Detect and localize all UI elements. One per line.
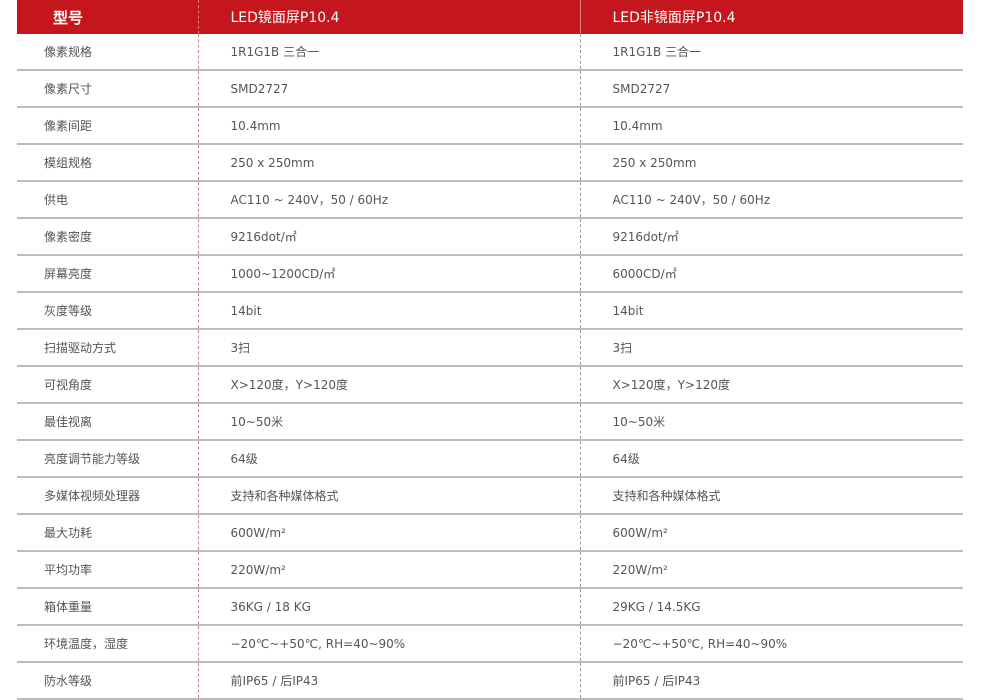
table-row: 像素尺寸 SMD2727 SMD2727 bbox=[17, 70, 963, 108]
non-mirror-value: 250 x 250mm bbox=[579, 144, 963, 182]
non-mirror-value: 600W/m² bbox=[579, 514, 963, 552]
spec-label: 环境温度，湿度 bbox=[17, 625, 198, 663]
non-mirror-value: 支持和各种媒体格式 bbox=[579, 477, 963, 515]
table-row: 亮度调节能力等级 64级 64级 bbox=[17, 440, 963, 478]
non-mirror-value: X>120度，Y>120度 bbox=[579, 366, 963, 404]
mirror-value: 9216dot/㎡ bbox=[197, 218, 580, 256]
mirror-value: AC110 ~ 240V，50 / 60Hz bbox=[197, 181, 580, 219]
spec-label: 灰度等级 bbox=[17, 292, 198, 330]
non-mirror-value: 1R1G1B 三合一 bbox=[579, 34, 963, 71]
spec-table: 型号 LED镜面屏P10.4 LED非镜面屏P10.4 像素规格 1R1G1B 三… bbox=[17, 0, 963, 700]
spec-label: 最佳视离 bbox=[17, 403, 198, 441]
table-row: 供电 AC110 ~ 240V，50 / 60Hz AC110 ~ 240V，50 … bbox=[17, 181, 963, 219]
header-model: 型号 bbox=[17, 0, 198, 34]
table-row: 像素规格 1R1G1B 三合一 1R1G1B 三合一 bbox=[17, 34, 963, 71]
table-header-row: 型号 LED镜面屏P10.4 LED非镜面屏P10.4 bbox=[17, 0, 963, 34]
spec-label: 最大功耗 bbox=[17, 514, 198, 552]
table-row: 最佳视离 10~50米 10~50米 bbox=[17, 403, 963, 441]
table-row: 屏幕亮度 1000~1200CD/㎡ 6000CD/㎡ bbox=[17, 255, 963, 293]
mirror-value: 10.4mm bbox=[197, 107, 580, 145]
spec-label: 像素间距 bbox=[17, 107, 198, 145]
non-mirror-value: 220W/m² bbox=[579, 551, 963, 589]
spec-label: 供电 bbox=[17, 181, 198, 219]
table-row: 最大功耗 600W/m² 600W/m² bbox=[17, 514, 963, 552]
non-mirror-value: 10.4mm bbox=[579, 107, 963, 145]
table-row: 像素密度 9216dot/㎡ 9216dot/㎡ bbox=[17, 218, 963, 256]
non-mirror-value: 3扫 bbox=[579, 329, 963, 367]
mirror-value: 220W/m² bbox=[197, 551, 580, 589]
non-mirror-value: 9216dot/㎡ bbox=[579, 218, 963, 256]
table-row: 扫描驱动方式 3扫 3扫 bbox=[17, 329, 963, 367]
non-mirror-value: 29KG / 14.5KG bbox=[579, 588, 963, 626]
table-row: 环境温度，湿度 −20℃~+50℃, RH=40~90% −20℃~+50℃, RH… bbox=[17, 625, 963, 663]
non-mirror-value: 14bit bbox=[579, 292, 963, 330]
non-mirror-value: SMD2727 bbox=[579, 70, 963, 108]
mirror-value: 1000~1200CD/㎡ bbox=[197, 255, 580, 293]
spec-label: 平均功率 bbox=[17, 551, 198, 589]
table-row: 多媒体视频处理器 支持和各种媒体格式 支持和各种媒体格式 bbox=[17, 477, 963, 515]
non-mirror-value: −20℃~+50℃, RH=40~90% bbox=[579, 625, 963, 663]
spec-label: 屏幕亮度 bbox=[17, 255, 198, 293]
table-row: 可视角度 X>120度，Y>120度 X>120度，Y>120度 bbox=[17, 366, 963, 404]
non-mirror-value: 10~50米 bbox=[579, 403, 963, 441]
header-mirror-screen: LED镜面屏P10.4 bbox=[197, 0, 580, 34]
table-row: 模组规格 250 x 250mm 250 x 250mm bbox=[17, 144, 963, 182]
mirror-value: 250 x 250mm bbox=[197, 144, 580, 182]
spec-label: 模组规格 bbox=[17, 144, 198, 182]
non-mirror-value: AC110 ~ 240V，50 / 60Hz bbox=[579, 181, 963, 219]
mirror-value: 14bit bbox=[197, 292, 580, 330]
mirror-value: X>120度，Y>120度 bbox=[197, 366, 580, 404]
table-row: 防水等级 前IP65 / 后IP43 前IP65 / 后IP43 bbox=[17, 662, 963, 700]
mirror-value: −20℃~+50℃, RH=40~90% bbox=[197, 625, 580, 663]
non-mirror-value: 前IP65 / 后IP43 bbox=[579, 662, 963, 700]
spec-label: 亮度调节能力等级 bbox=[17, 440, 198, 478]
non-mirror-value: 6000CD/㎡ bbox=[579, 255, 963, 293]
table-row: 像素间距 10.4mm 10.4mm bbox=[17, 107, 963, 145]
mirror-value: 10~50米 bbox=[197, 403, 580, 441]
spec-label: 扫描驱动方式 bbox=[17, 329, 198, 367]
spec-label: 像素尺寸 bbox=[17, 70, 198, 108]
mirror-value: 支持和各种媒体格式 bbox=[197, 477, 580, 515]
table-row: 平均功率 220W/m² 220W/m² bbox=[17, 551, 963, 589]
spec-label: 防水等级 bbox=[17, 662, 198, 700]
spec-label: 像素规格 bbox=[17, 34, 198, 71]
spec-label: 可视角度 bbox=[17, 366, 198, 404]
mirror-value: 1R1G1B 三合一 bbox=[197, 34, 580, 71]
mirror-value: 3扫 bbox=[197, 329, 580, 367]
mirror-value: 64级 bbox=[197, 440, 580, 478]
table-row: 灰度等级 14bit 14bit bbox=[17, 292, 963, 330]
non-mirror-value: 64级 bbox=[579, 440, 963, 478]
table-row: 箱体重量 36KG / 18 KG 29KG / 14.5KG bbox=[17, 588, 963, 626]
spec-label: 箱体重量 bbox=[17, 588, 198, 626]
spec-label: 像素密度 bbox=[17, 218, 198, 256]
mirror-value: 36KG / 18 KG bbox=[197, 588, 580, 626]
mirror-value: 600W/m² bbox=[197, 514, 580, 552]
mirror-value: SMD2727 bbox=[197, 70, 580, 108]
header-non-mirror-screen: LED非镜面屏P10.4 bbox=[579, 0, 963, 34]
mirror-value: 前IP65 / 后IP43 bbox=[197, 662, 580, 700]
spec-label: 多媒体视频处理器 bbox=[17, 477, 198, 515]
